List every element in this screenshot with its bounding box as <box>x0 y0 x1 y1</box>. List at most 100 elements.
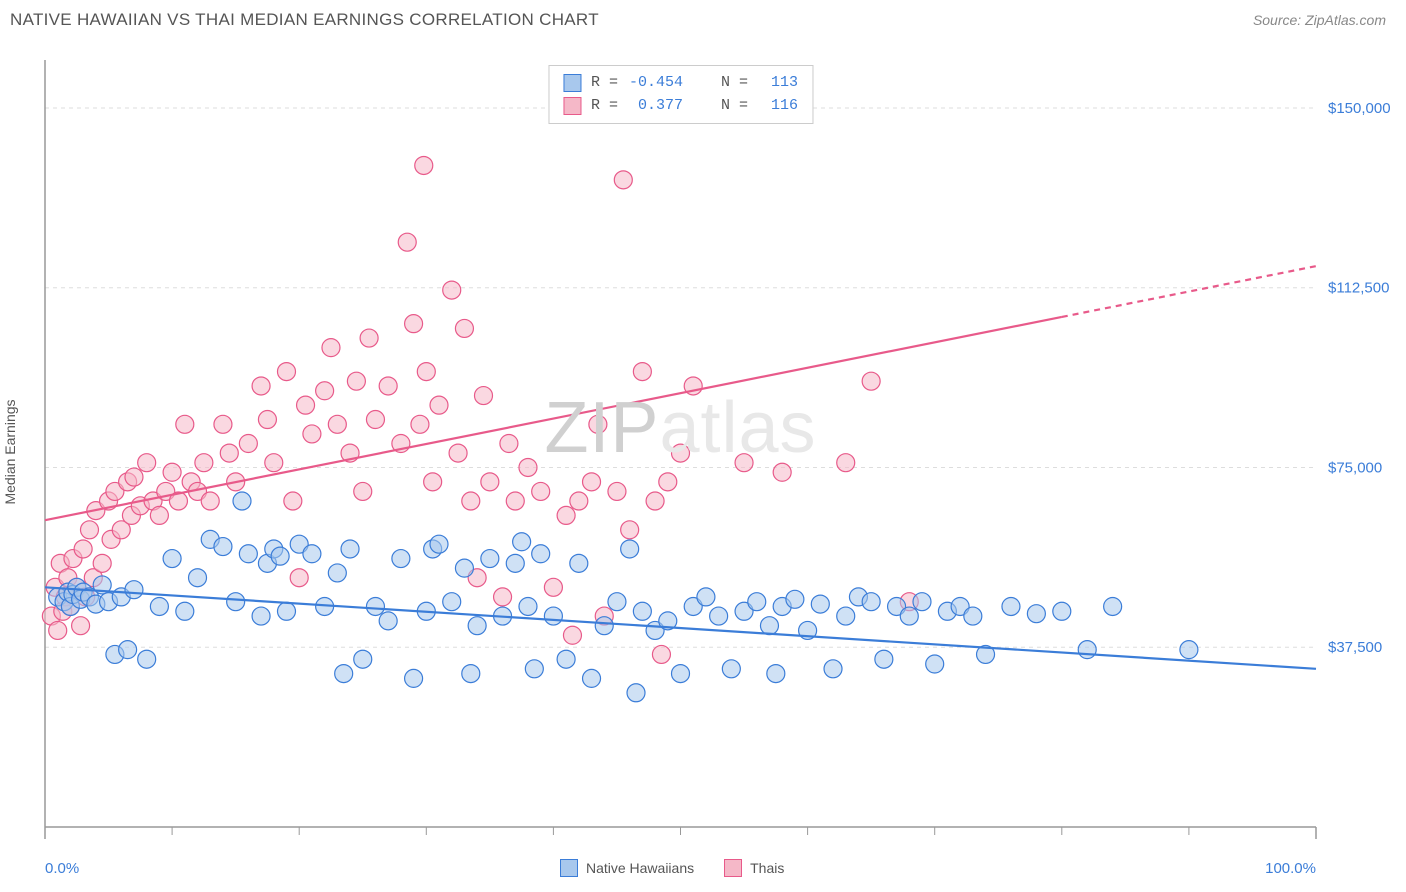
scatter-point <box>722 660 740 678</box>
chart-footer: 0.0% Native HawaiiansThais 100.0% <box>45 859 1316 877</box>
scatter-point <box>341 540 359 558</box>
chart-source: Source: ZipAtlas.com <box>1253 12 1386 28</box>
scatter-point <box>189 569 207 587</box>
scatter-point <box>354 482 372 500</box>
scatter-point <box>277 363 295 381</box>
scatter-point <box>481 550 499 568</box>
scatter-point <box>366 411 384 429</box>
stats-row: R =0.377 N =116 <box>563 95 798 118</box>
scatter-point <box>646 492 664 510</box>
scatter-point <box>481 473 499 491</box>
scatter-point <box>544 607 562 625</box>
scatter-point <box>405 315 423 333</box>
scatter-point <box>1002 597 1020 615</box>
scatter-point <box>474 387 492 405</box>
scatter-point <box>366 597 384 615</box>
scatter-point <box>926 655 944 673</box>
scatter-point <box>93 554 111 572</box>
scatter-point <box>532 482 550 500</box>
y-tick-label: $37,500 <box>1328 639 1382 656</box>
chart-title: NATIVE HAWAIIAN VS THAI MEDIAN EARNINGS … <box>10 10 599 30</box>
scatter-point <box>239 435 257 453</box>
scatter-point <box>214 538 232 556</box>
scatter-point <box>519 458 537 476</box>
scatter-point <box>258 411 276 429</box>
scatter-point <box>468 617 486 635</box>
scatter-point <box>392 550 410 568</box>
y-tick-label: $75,000 <box>1328 459 1382 476</box>
scatter-point <box>80 521 98 539</box>
scatter-point <box>532 545 550 563</box>
scatter-point <box>506 492 524 510</box>
y-tick-label: $112,500 <box>1328 280 1389 297</box>
scatter-point <box>290 569 308 587</box>
stats-n-label: N = <box>721 95 748 118</box>
scatter-point <box>544 578 562 596</box>
scatter-point <box>328 415 346 433</box>
scatter-point <box>354 650 372 668</box>
scatter-point <box>506 554 524 572</box>
scatter-point <box>583 669 601 687</box>
scatter-point <box>519 597 537 615</box>
legend-swatch <box>724 859 742 877</box>
scatter-point <box>525 660 543 678</box>
scatter-point <box>824 660 842 678</box>
stats-n-value: 113 <box>758 72 798 95</box>
scatter-point <box>500 435 518 453</box>
scatter-point <box>252 377 270 395</box>
scatter-point <box>125 468 143 486</box>
x-axis-min-label: 0.0% <box>45 860 79 877</box>
scatter-point <box>697 588 715 606</box>
scatter-point <box>494 588 512 606</box>
stats-row: R =-0.454 N =113 <box>563 72 798 95</box>
scatter-point <box>424 473 442 491</box>
scatter-point <box>265 454 283 472</box>
scatter-point <box>277 602 295 620</box>
scatter-point <box>513 533 531 551</box>
scatter-point <box>837 607 855 625</box>
scatter-point <box>570 492 588 510</box>
scatter-point <box>411 415 429 433</box>
scatter-point <box>773 463 791 481</box>
scatter-point <box>595 617 613 635</box>
scatter-point <box>621 540 639 558</box>
trend-line-dashed <box>1062 266 1316 317</box>
scatter-point <box>672 665 690 683</box>
scatter-point <box>1180 641 1198 659</box>
legend-item: Thais <box>724 859 784 877</box>
scatter-point <box>220 444 238 462</box>
scatter-point <box>195 454 213 472</box>
scatter-point <box>760 617 778 635</box>
stats-r-value: 0.377 <box>628 95 683 118</box>
scatter-point <box>913 593 931 611</box>
scatter-point <box>138 650 156 668</box>
scatter-point <box>138 454 156 472</box>
stats-r-label: R = <box>591 72 618 95</box>
scatter-point <box>862 593 880 611</box>
scatter-point <box>360 329 378 347</box>
scatter-point <box>379 612 397 630</box>
scatter-point <box>316 382 334 400</box>
scatter-point <box>748 593 766 611</box>
scatter-point <box>627 684 645 702</box>
scatter-point <box>1027 605 1045 623</box>
y-tick-label: $150,000 <box>1328 100 1391 117</box>
stats-n-label: N = <box>721 72 748 95</box>
chart-area: ZIPatlas $37,500$75,000$112,500$150,000 … <box>45 60 1316 827</box>
scatter-point <box>163 550 181 568</box>
scatter-point <box>119 641 137 659</box>
scatter-point <box>608 482 626 500</box>
scatter-point <box>443 281 461 299</box>
scatter-point <box>767 665 785 683</box>
scatter-point <box>964 607 982 625</box>
scatter-point <box>430 396 448 414</box>
scatter-point <box>125 581 143 599</box>
scatter-point <box>303 545 321 563</box>
scatter-point <box>417 363 435 381</box>
scatter-point <box>449 444 467 462</box>
scatter-point <box>252 607 270 625</box>
scatter-point <box>557 650 575 668</box>
stats-swatch <box>563 74 581 92</box>
legend-item: Native Hawaiians <box>560 859 694 877</box>
scatter-point <box>176 602 194 620</box>
